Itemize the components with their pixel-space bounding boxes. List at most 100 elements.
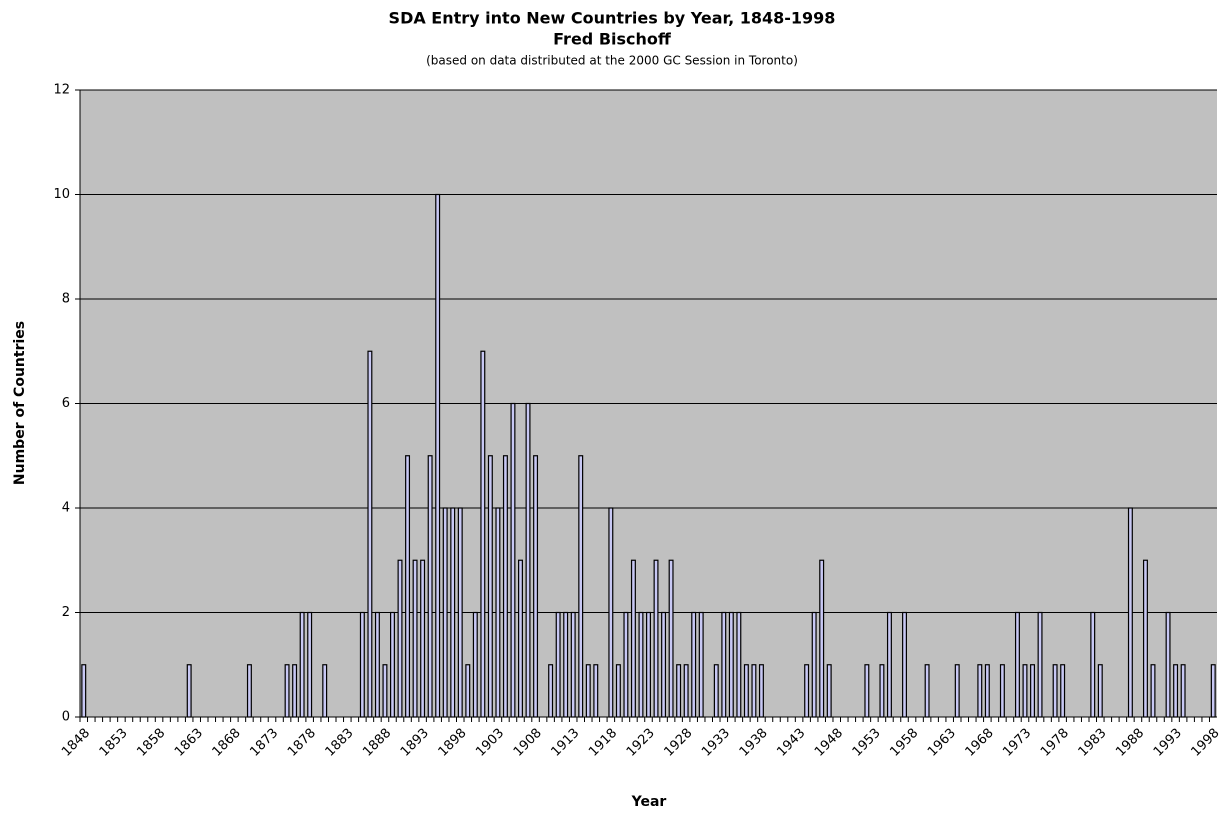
bar [902,611,907,718]
bar [510,402,516,718]
bar [322,664,328,718]
bar [1150,664,1156,718]
bar [638,611,644,718]
bar [525,402,531,718]
bar [743,664,749,718]
bar [1060,664,1066,718]
bar [585,664,591,718]
y-tick-label: 8 [62,292,70,307]
bar [713,664,719,718]
x-tick-label: 1918 [586,726,620,760]
bar [721,611,727,718]
bar [578,455,584,718]
bar [480,350,486,718]
bar [623,611,629,718]
bar [299,611,305,718]
x-tick-label: 1878 [285,726,319,760]
x-tick-label: 1883 [323,726,357,760]
y-tick-label: 4 [62,501,70,516]
bar [186,664,192,718]
x-tick-label: 1853 [97,726,131,760]
x-tick-label: 1908 [511,726,545,760]
bar [1022,664,1028,718]
bar [1173,664,1179,718]
bar [1090,611,1096,718]
bar [646,611,651,718]
bar [502,455,508,718]
bar [864,664,870,718]
bar [367,350,373,718]
bar [977,664,983,718]
bar [879,664,885,718]
x-tick-label: 1943 [774,726,808,760]
x-tick-label: 1983 [1076,726,1110,760]
x-tick-label: 1888 [360,726,394,760]
bar [374,611,380,718]
x-tick-label: 1893 [398,726,432,760]
x-tick-label: 1963 [925,726,959,760]
bar [804,664,810,718]
x-tick-label: 1848 [59,726,93,760]
bar [518,559,523,718]
bar [924,664,930,718]
bar [246,664,252,718]
x-tick-label: 1933 [699,726,733,760]
bar [457,507,463,718]
x-tick-label: 1903 [473,726,507,760]
bar [954,664,960,718]
bar [1165,611,1171,718]
x-tick-label: 1973 [1000,726,1034,760]
x-tick-label: 1858 [134,726,168,760]
x-tick-label: 1913 [548,726,582,760]
bar [555,611,561,718]
bar [1127,507,1133,718]
x-tick-label: 1863 [172,726,206,760]
bar [1052,664,1058,718]
bar [81,664,87,718]
bar [570,611,576,718]
bar [819,559,825,718]
bar [495,507,501,718]
bar [1037,611,1043,718]
x-tick-label: 1968 [963,726,997,760]
bar [1030,664,1036,718]
x-tick-label: 1873 [247,726,281,760]
bar [487,455,493,718]
x-tick-label: 1898 [436,726,470,760]
bar [420,559,426,718]
chart-title: SDA Entry into New Countries by Year, 18… [389,9,836,28]
y-tick-label: 2 [62,605,70,620]
bar [683,664,689,718]
x-tick-label: 1998 [1189,726,1223,760]
bar [382,664,388,718]
bar [751,664,757,718]
bar [427,455,433,718]
x-axis-label: Year [631,794,667,810]
x-tick-label: 1928 [661,726,695,760]
y-tick-label: 10 [53,187,70,202]
bar [811,611,817,718]
bar [1210,664,1216,718]
bar [676,664,682,718]
y-tick-label: 12 [53,83,70,98]
bar [698,611,704,718]
bar [736,611,742,718]
bar [1014,611,1020,718]
x-tick-label: 1988 [1113,726,1147,760]
bar [284,664,290,718]
bar [548,664,554,718]
x-tick-label: 1868 [210,726,244,760]
bar [661,611,667,718]
bar [435,193,441,718]
bar [450,507,456,718]
bar [886,611,892,718]
bar [984,664,990,718]
x-tick-label: 1923 [624,726,658,760]
x-tick-label: 1948 [812,726,846,760]
bar [307,611,313,718]
y-tick-label: 6 [62,396,70,411]
bar [653,559,659,718]
chart-note: (based on data distributed at the 2000 G… [426,54,798,68]
bar [630,559,636,718]
